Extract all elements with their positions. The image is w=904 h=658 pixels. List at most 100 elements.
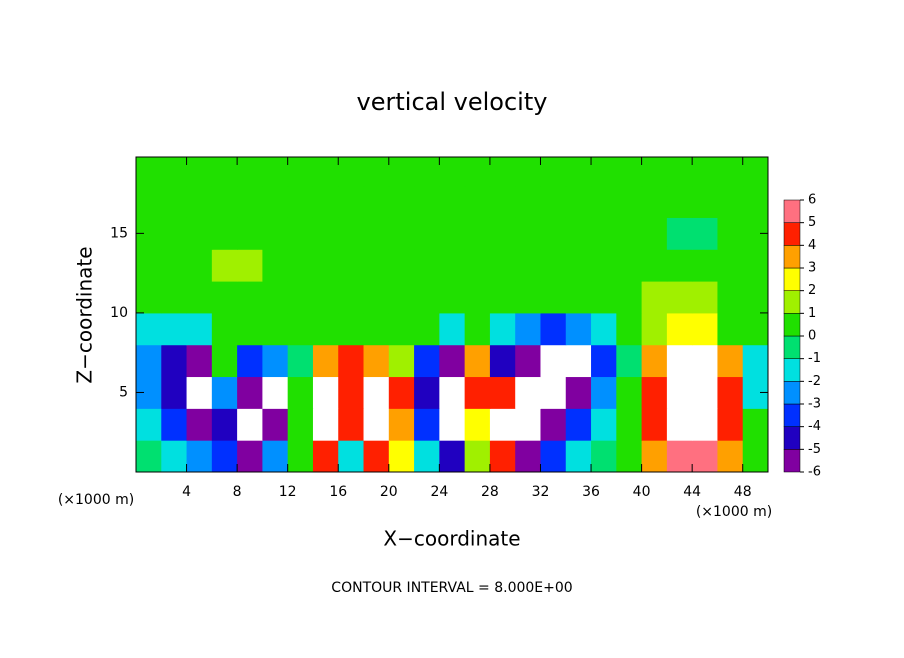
cell — [388, 157, 415, 187]
cell — [186, 376, 213, 409]
cell — [540, 185, 567, 218]
cell — [591, 312, 617, 346]
cell — [161, 185, 188, 218]
cell — [211, 440, 238, 472]
cell — [136, 281, 162, 314]
cell — [338, 344, 365, 378]
cell — [161, 281, 188, 314]
cell — [237, 440, 263, 472]
cell — [464, 185, 491, 218]
cell — [692, 249, 718, 282]
colorbar-swatch — [783, 381, 801, 405]
cell — [666, 408, 693, 441]
cell — [287, 249, 314, 282]
cell — [312, 312, 339, 346]
cell — [515, 249, 541, 282]
y-tick-label: 10 — [110, 305, 128, 321]
colorbar-swatch — [783, 403, 801, 427]
colorbar-label: 0 — [808, 329, 816, 344]
cell — [312, 281, 339, 314]
cell — [338, 440, 365, 472]
cell — [692, 185, 718, 218]
cell — [388, 249, 415, 282]
cell — [565, 157, 592, 187]
cell — [515, 344, 541, 378]
cell — [464, 344, 491, 378]
cell — [641, 440, 668, 472]
cell — [363, 249, 390, 282]
cell — [666, 281, 693, 314]
cell — [591, 217, 617, 250]
cell — [591, 344, 617, 378]
cell — [136, 185, 162, 218]
cell — [717, 185, 744, 218]
cell — [439, 312, 466, 346]
cell — [287, 440, 314, 472]
cell — [692, 408, 718, 441]
cell — [186, 408, 213, 441]
cell — [540, 440, 567, 472]
cell — [540, 249, 567, 282]
cell — [666, 217, 693, 250]
cell — [489, 440, 516, 472]
cell — [136, 408, 162, 441]
cell — [312, 217, 339, 250]
cell — [262, 312, 289, 346]
colorbar-label: 6 — [808, 193, 816, 208]
y-tick-label: 5 — [119, 384, 128, 400]
cell — [591, 440, 617, 472]
cell — [186, 344, 213, 378]
cell — [515, 157, 541, 187]
cell — [515, 312, 541, 346]
cell — [717, 281, 744, 314]
cell — [666, 157, 693, 187]
cell — [565, 344, 592, 378]
cell — [565, 281, 592, 314]
cell — [312, 344, 339, 378]
x-tick-label: 40 — [633, 484, 651, 500]
colorbar-swatch — [783, 267, 801, 291]
cell — [742, 249, 768, 282]
cell — [616, 249, 643, 282]
cell — [616, 408, 643, 441]
cell — [591, 376, 617, 409]
cell — [742, 344, 768, 378]
field — [136, 157, 768, 472]
cell — [211, 185, 238, 218]
cell — [338, 157, 365, 187]
cell — [262, 440, 289, 472]
cell — [666, 249, 693, 282]
cell — [312, 408, 339, 441]
cell — [540, 408, 567, 441]
cell — [591, 157, 617, 187]
colorbar-label: 3 — [808, 261, 816, 276]
cell — [742, 440, 768, 472]
cell — [692, 376, 718, 409]
cell — [338, 312, 365, 346]
cell — [211, 281, 238, 314]
cell — [591, 408, 617, 441]
footnote: CONTOUR INTERVAL = 8.000E+00 — [331, 580, 572, 596]
cell — [515, 185, 541, 218]
cell — [515, 281, 541, 314]
cell — [641, 217, 668, 250]
cell — [489, 312, 516, 346]
cell — [237, 344, 263, 378]
cell — [312, 440, 339, 472]
cell — [591, 281, 617, 314]
cell — [515, 408, 541, 441]
x-tick-label: 12 — [279, 484, 297, 500]
cell — [287, 312, 314, 346]
cell — [388, 408, 415, 441]
cell — [287, 217, 314, 250]
cell — [692, 157, 718, 187]
x-tick-label: 16 — [329, 484, 347, 500]
cell — [414, 281, 440, 314]
cell — [237, 249, 263, 282]
cell — [464, 281, 491, 314]
x-tick-label: 28 — [481, 484, 499, 500]
cell — [211, 344, 238, 378]
cell — [717, 376, 744, 409]
cell — [489, 281, 516, 314]
cell — [388, 440, 415, 472]
